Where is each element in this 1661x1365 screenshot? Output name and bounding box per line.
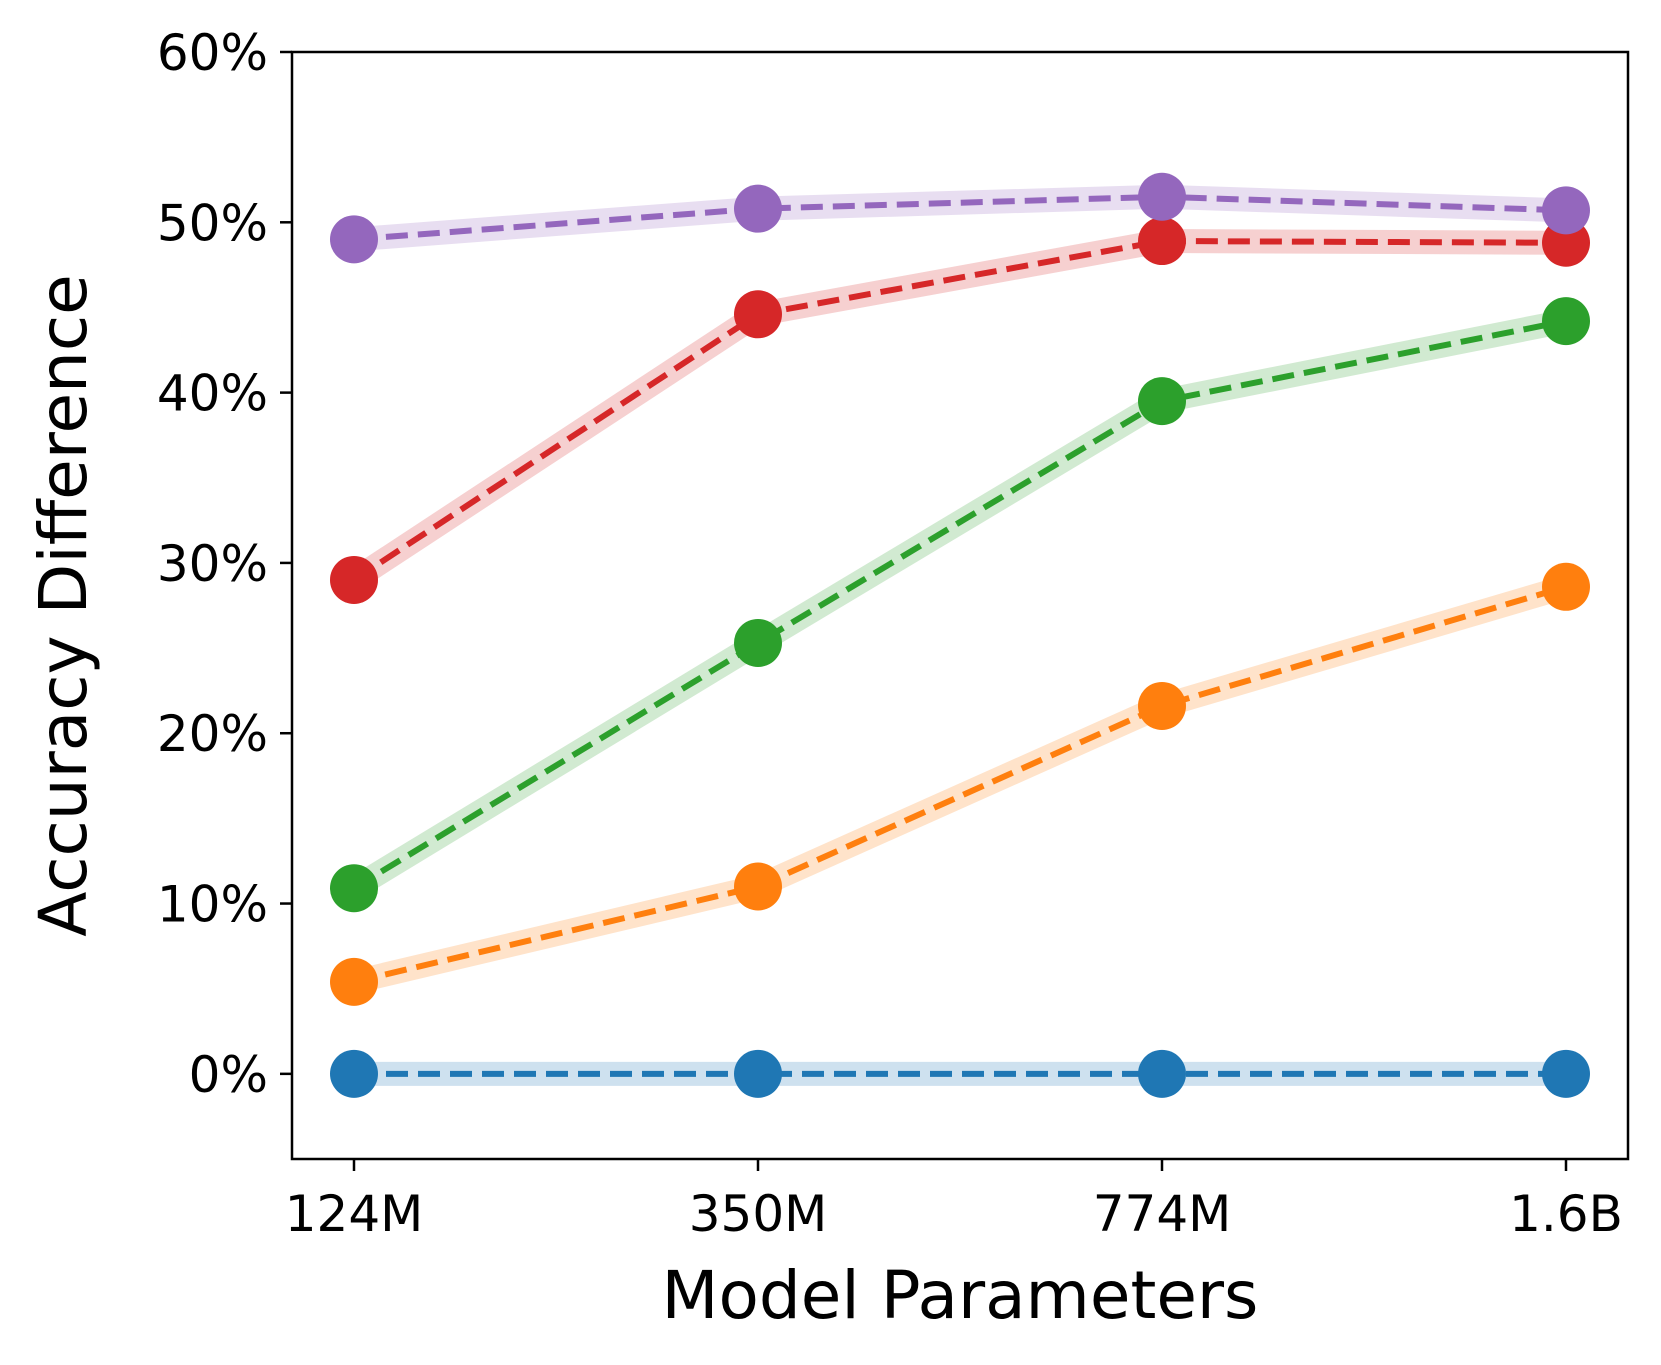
point-red-350M — [734, 290, 782, 339]
marker-layer — [330, 172, 1590, 1098]
point-blue-350M — [734, 1049, 782, 1098]
plot-frame — [290, 50, 1630, 1161]
x-tick-label: 774M — [1093, 1185, 1232, 1243]
point-purple-124M — [330, 215, 378, 264]
point-green-124M — [330, 864, 378, 913]
point-green-350M — [734, 618, 782, 667]
point-orange-124M — [330, 957, 378, 1006]
point-blue-124M — [330, 1049, 378, 1098]
y-tick-label: 30% — [157, 535, 268, 593]
point-green-774M — [1138, 377, 1186, 426]
line-layer — [352, 193, 1567, 1077]
point-orange-774M — [1138, 681, 1186, 730]
y-axis-title: Accuracy Difference — [25, 274, 102, 937]
y-tick-label: 40% — [157, 365, 268, 423]
series-line-green — [352, 318, 1567, 891]
series-line-purple — [353, 193, 1567, 243]
point-purple-350M — [734, 184, 782, 233]
y-tick-label: 60% — [157, 24, 268, 82]
band-layer — [347, 184, 1570, 1086]
point-orange-350M — [734, 862, 782, 911]
series-line-red — [352, 238, 1567, 583]
point-orange-1.6B — [1542, 562, 1590, 611]
point-red-124M — [330, 555, 378, 604]
y-tick-label: 10% — [157, 876, 268, 934]
x-tick-label: 124M — [285, 1185, 424, 1243]
x-axis: 124M 350M 774M 1.6B — [285, 1159, 1623, 1243]
x-tick-label: 350M — [689, 1185, 828, 1243]
y-tick-label: 20% — [157, 705, 268, 763]
y-tick-label: 50% — [157, 194, 268, 252]
point-purple-774M — [1138, 172, 1186, 221]
y-tick-label: 0% — [189, 1046, 268, 1104]
y-axis: 0% 10% 20% 30% 40% 50% 60% — [157, 24, 292, 1104]
x-axis-title: Model Parameters — [662, 1257, 1259, 1334]
point-blue-774M — [1138, 1049, 1186, 1098]
x-tick-label: 1.6B — [1509, 1185, 1623, 1243]
point-purple-1.6B — [1542, 186, 1590, 235]
series-line-orange — [353, 583, 1567, 985]
point-green-1.6B — [1542, 297, 1590, 346]
point-red-774M — [1138, 217, 1186, 266]
point-blue-1.6B — [1542, 1049, 1590, 1098]
